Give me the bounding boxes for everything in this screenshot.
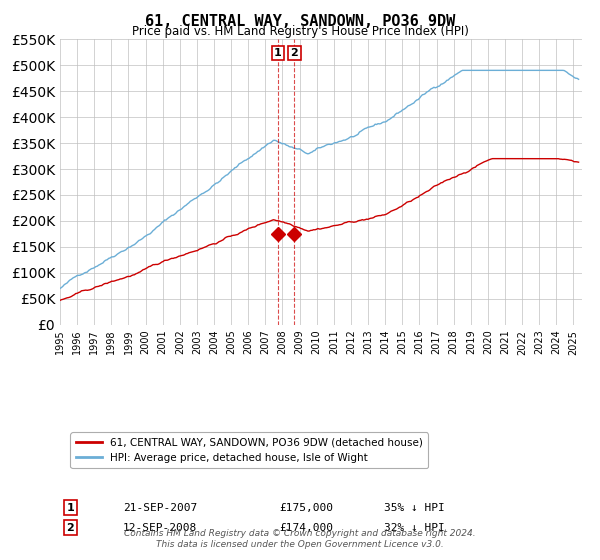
Legend: 61, CENTRAL WAY, SANDOWN, PO36 9DW (detached house), HPI: Average price, detache: 61, CENTRAL WAY, SANDOWN, PO36 9DW (deta…: [70, 432, 428, 468]
Text: 21-SEP-2007: 21-SEP-2007: [122, 502, 197, 512]
Text: 2: 2: [290, 48, 298, 58]
Text: Contains HM Land Registry data © Crown copyright and database right 2024.
This d: Contains HM Land Registry data © Crown c…: [124, 529, 476, 549]
Text: 12-SEP-2008: 12-SEP-2008: [122, 522, 197, 533]
Text: 1: 1: [274, 48, 281, 58]
Text: 2: 2: [67, 522, 74, 533]
Text: 61, CENTRAL WAY, SANDOWN, PO36 9DW: 61, CENTRAL WAY, SANDOWN, PO36 9DW: [145, 14, 455, 29]
Text: £174,000: £174,000: [279, 522, 333, 533]
Text: Price paid vs. HM Land Registry's House Price Index (HPI): Price paid vs. HM Land Registry's House …: [131, 25, 469, 38]
Text: 1: 1: [67, 502, 74, 512]
Text: £175,000: £175,000: [279, 502, 333, 512]
Text: 32% ↓ HPI: 32% ↓ HPI: [383, 522, 445, 533]
Text: 35% ↓ HPI: 35% ↓ HPI: [383, 502, 445, 512]
